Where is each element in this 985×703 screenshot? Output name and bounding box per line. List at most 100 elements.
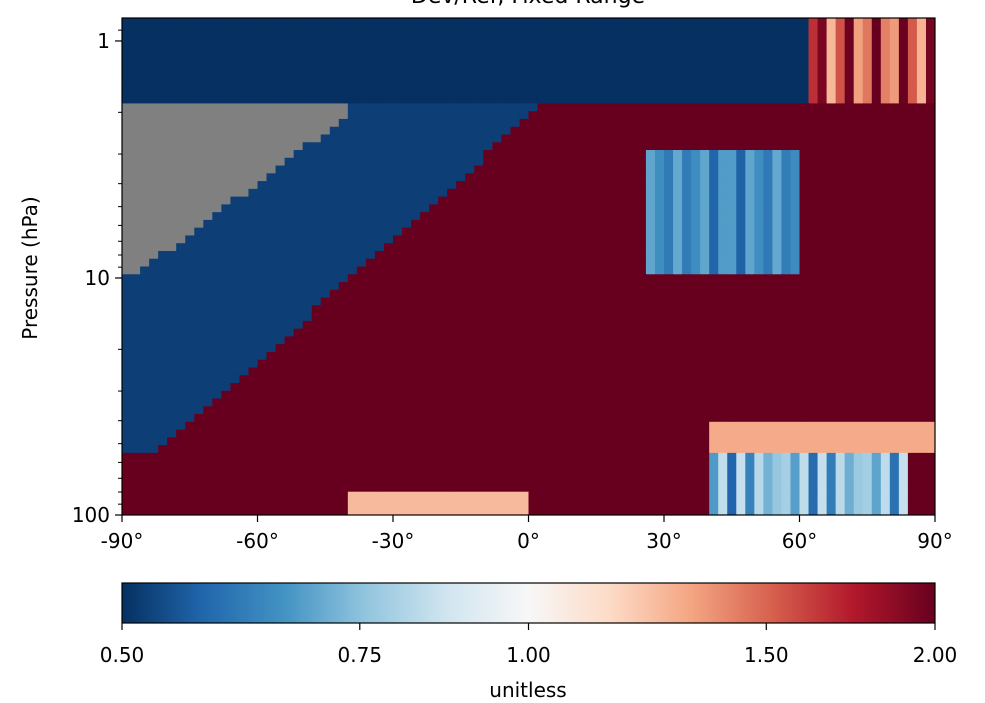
heatmap-cell <box>709 429 719 438</box>
heatmap-cell <box>754 165 764 174</box>
heatmap-cell <box>293 250 304 260</box>
heatmap-cell <box>275 235 286 244</box>
heatmap-cell <box>709 336 719 345</box>
heatmap-cell <box>700 437 710 446</box>
heatmap-cell <box>645 375 656 384</box>
heatmap-cell <box>916 313 927 322</box>
heatmap-cell <box>781 95 791 104</box>
heatmap-cell <box>609 196 620 205</box>
heatmap-cell <box>826 359 837 368</box>
heatmap-cell <box>510 305 520 314</box>
heatmap-cell <box>609 41 620 50</box>
heatmap-cell <box>636 41 647 50</box>
heatmap-cell <box>745 429 755 438</box>
heatmap-cell <box>447 274 457 283</box>
heatmap-cell <box>329 282 340 291</box>
heatmap-cell <box>347 351 358 361</box>
heatmap-cell <box>682 87 692 97</box>
heatmap-cell <box>817 196 828 205</box>
heatmap-cell <box>898 398 909 407</box>
heatmap-cell <box>320 134 331 143</box>
heatmap-cell <box>293 266 304 275</box>
heatmap-cell <box>230 56 240 66</box>
heatmap-cell <box>501 173 511 182</box>
heatmap-cell <box>636 235 647 244</box>
heatmap-cell <box>248 289 258 299</box>
heatmap-cell <box>456 33 466 42</box>
heatmap-cell <box>158 18 168 27</box>
heatmap-cell <box>248 165 258 174</box>
heatmap-cell <box>691 336 701 345</box>
heatmap-cell <box>573 336 584 345</box>
heatmap-cell <box>203 414 213 423</box>
heatmap-cell <box>618 429 629 438</box>
heatmap-cell <box>492 118 502 128</box>
heatmap-cell <box>627 18 638 27</box>
heatmap-cell <box>131 258 141 267</box>
heatmap-cell <box>844 375 855 384</box>
heatmap-cell <box>528 336 539 345</box>
heatmap-cell <box>790 336 800 345</box>
heatmap-cell <box>140 212 150 221</box>
heatmap-cell <box>582 64 593 73</box>
heatmap-cell <box>682 313 692 322</box>
heatmap-cell <box>221 103 231 112</box>
heatmap-cell <box>871 118 882 128</box>
heatmap-cell <box>311 49 322 58</box>
heatmap-cell <box>329 33 340 42</box>
heatmap-cell <box>140 150 150 159</box>
heatmap-cell <box>591 289 602 299</box>
heatmap-cell <box>636 390 647 400</box>
heatmap-cell <box>465 344 475 353</box>
heatmap-cell <box>700 359 710 368</box>
heatmap-cell <box>293 336 304 345</box>
heatmap-cell <box>871 351 882 361</box>
heatmap-cell <box>808 95 819 104</box>
heatmap-cell <box>483 359 493 368</box>
heatmap-cell <box>808 103 819 112</box>
heatmap-cell <box>862 398 873 407</box>
heatmap-cell <box>266 336 277 345</box>
heatmap-cell <box>537 219 548 229</box>
heatmap-cell <box>546 49 557 58</box>
heatmap-cell <box>483 235 493 244</box>
heatmap-cell <box>149 258 159 267</box>
heatmap-cell <box>546 150 557 159</box>
heatmap-cell <box>420 437 430 446</box>
heatmap-cell <box>185 406 195 415</box>
heatmap-cell <box>880 64 891 73</box>
heatmap-cell <box>122 204 132 213</box>
heatmap-cell <box>709 103 719 112</box>
heatmap-cell <box>456 274 466 283</box>
heatmap-cell <box>673 33 683 42</box>
heatmap-cell <box>718 289 728 299</box>
heatmap-cell <box>167 56 177 66</box>
heatmap-cell <box>465 414 475 423</box>
heatmap-cell <box>664 56 674 66</box>
heatmap-cell <box>826 227 837 236</box>
heatmap-cell <box>320 212 331 221</box>
heatmap-cell <box>275 142 286 151</box>
heatmap-cell <box>808 181 819 190</box>
heatmap-cell <box>420 344 430 353</box>
heatmap-cell <box>374 437 385 446</box>
heatmap-cell <box>691 227 701 236</box>
heatmap-cell <box>898 56 909 66</box>
heatmap-cell <box>664 359 674 368</box>
heatmap-cell <box>763 118 773 128</box>
heatmap-cell <box>835 313 846 322</box>
heatmap-cell <box>474 181 484 190</box>
heatmap-cell <box>555 126 566 135</box>
heatmap-cell <box>248 398 258 407</box>
heatmap-cell <box>203 328 213 337</box>
heatmap-cell <box>311 181 322 190</box>
heatmap-cell <box>564 414 575 423</box>
heatmap-cell <box>429 72 439 81</box>
heatmap-cell <box>519 227 529 236</box>
heatmap-cell <box>483 305 493 314</box>
heatmap-cell <box>393 429 403 438</box>
heatmap-cell <box>519 111 529 120</box>
heatmap-cell <box>311 336 322 345</box>
heatmap-cell <box>754 157 764 167</box>
heatmap-cell <box>447 87 457 97</box>
